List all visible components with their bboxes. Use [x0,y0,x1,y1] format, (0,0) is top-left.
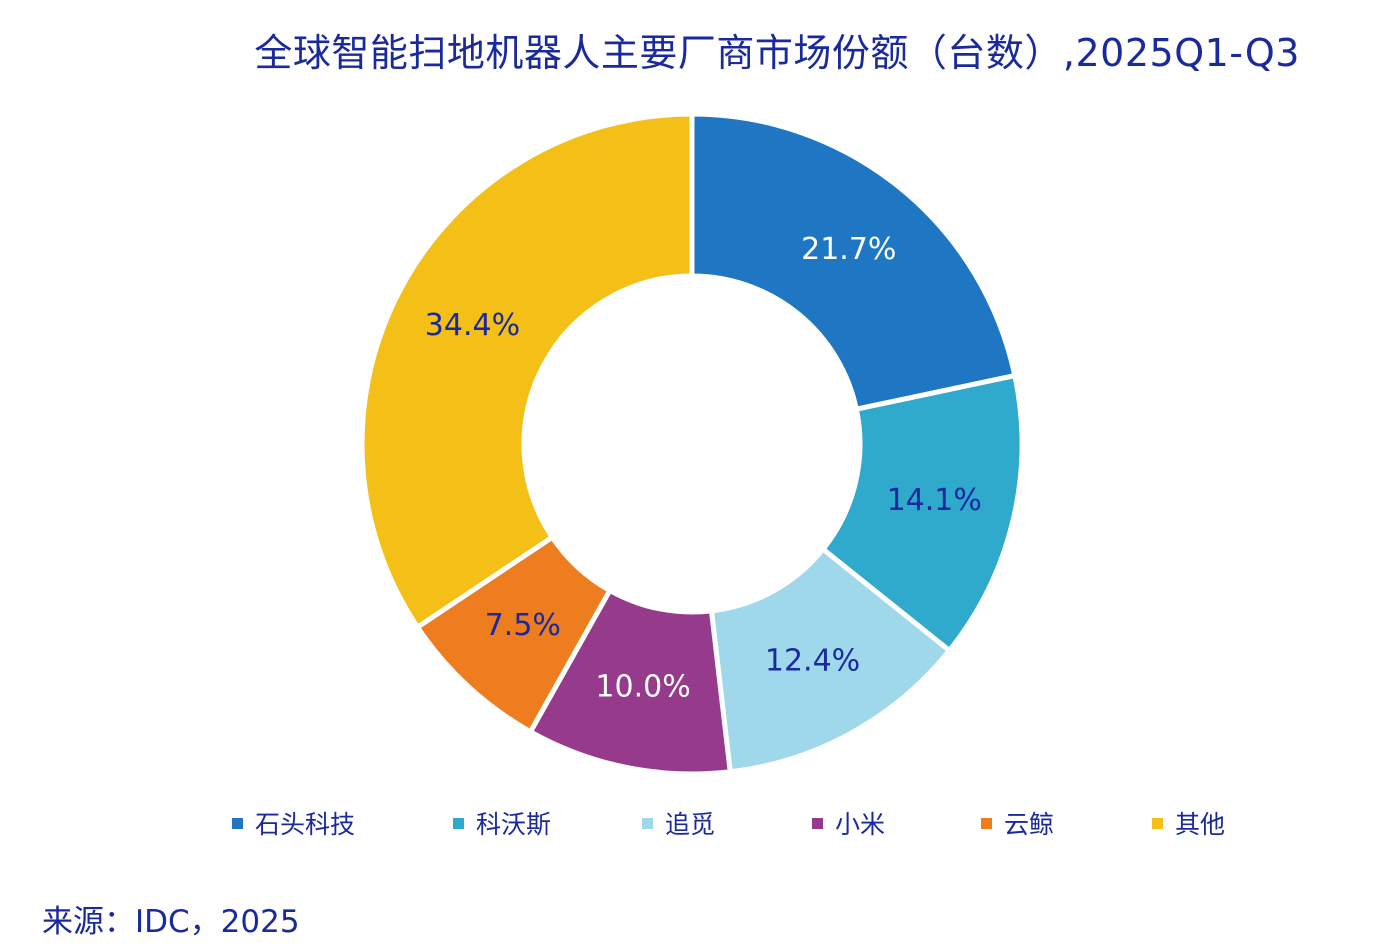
donut-slice-shitou [689,111,1018,412]
donut-slice-kewosi [820,373,1025,654]
slice-label-others: 34.4% [425,308,520,343]
legend-swatch-yunjing [981,817,992,829]
legend-item-xiaomi: 小米 [812,805,885,841]
legend-item-zhuimi: 追觅 [642,805,715,841]
chart-legend: 石头科技 科沃斯 追觅 小米 云鲸 其他 [0,805,1388,839]
legend-item-kewosi: 科沃斯 [453,805,551,841]
slice-label-xiaomi: 10.0% [595,670,690,705]
slice-label-zhuimi: 12.4% [765,643,860,678]
legend-swatch-others [1152,817,1163,829]
donut-slice-others [359,111,695,630]
slice-label-yunjing: 7.5% [485,608,561,643]
legend-label-kewosi: 科沃斯 [476,810,552,839]
source-note: 来源：IDC，2025 [42,904,300,940]
legend-label-shitou: 石头科技 [255,810,356,839]
legend-swatch-zhuimi [642,817,653,829]
legend-item-yunjing: 云鲸 [981,805,1054,841]
legend-item-shitou: 石头科技 [232,805,355,841]
legend-swatch-kewosi [453,817,464,829]
chart-title: 全球智能扫地机器人主要厂商市场份额（台数）,2025Q1-Q3 [254,31,1300,75]
slice-label-shitou: 21.7% [801,232,896,267]
legend-label-others: 其他 [1175,810,1226,839]
legend-swatch-shitou [232,817,243,829]
legend-label-yunjing: 云鲸 [1004,810,1055,839]
legend-item-others: 其他 [1152,805,1225,841]
legend-label-zhuimi: 追觅 [665,810,716,839]
legend-swatch-xiaomi [812,817,823,829]
slice-label-kewosi: 14.1% [887,483,982,518]
legend-label-xiaomi: 小米 [835,810,886,839]
